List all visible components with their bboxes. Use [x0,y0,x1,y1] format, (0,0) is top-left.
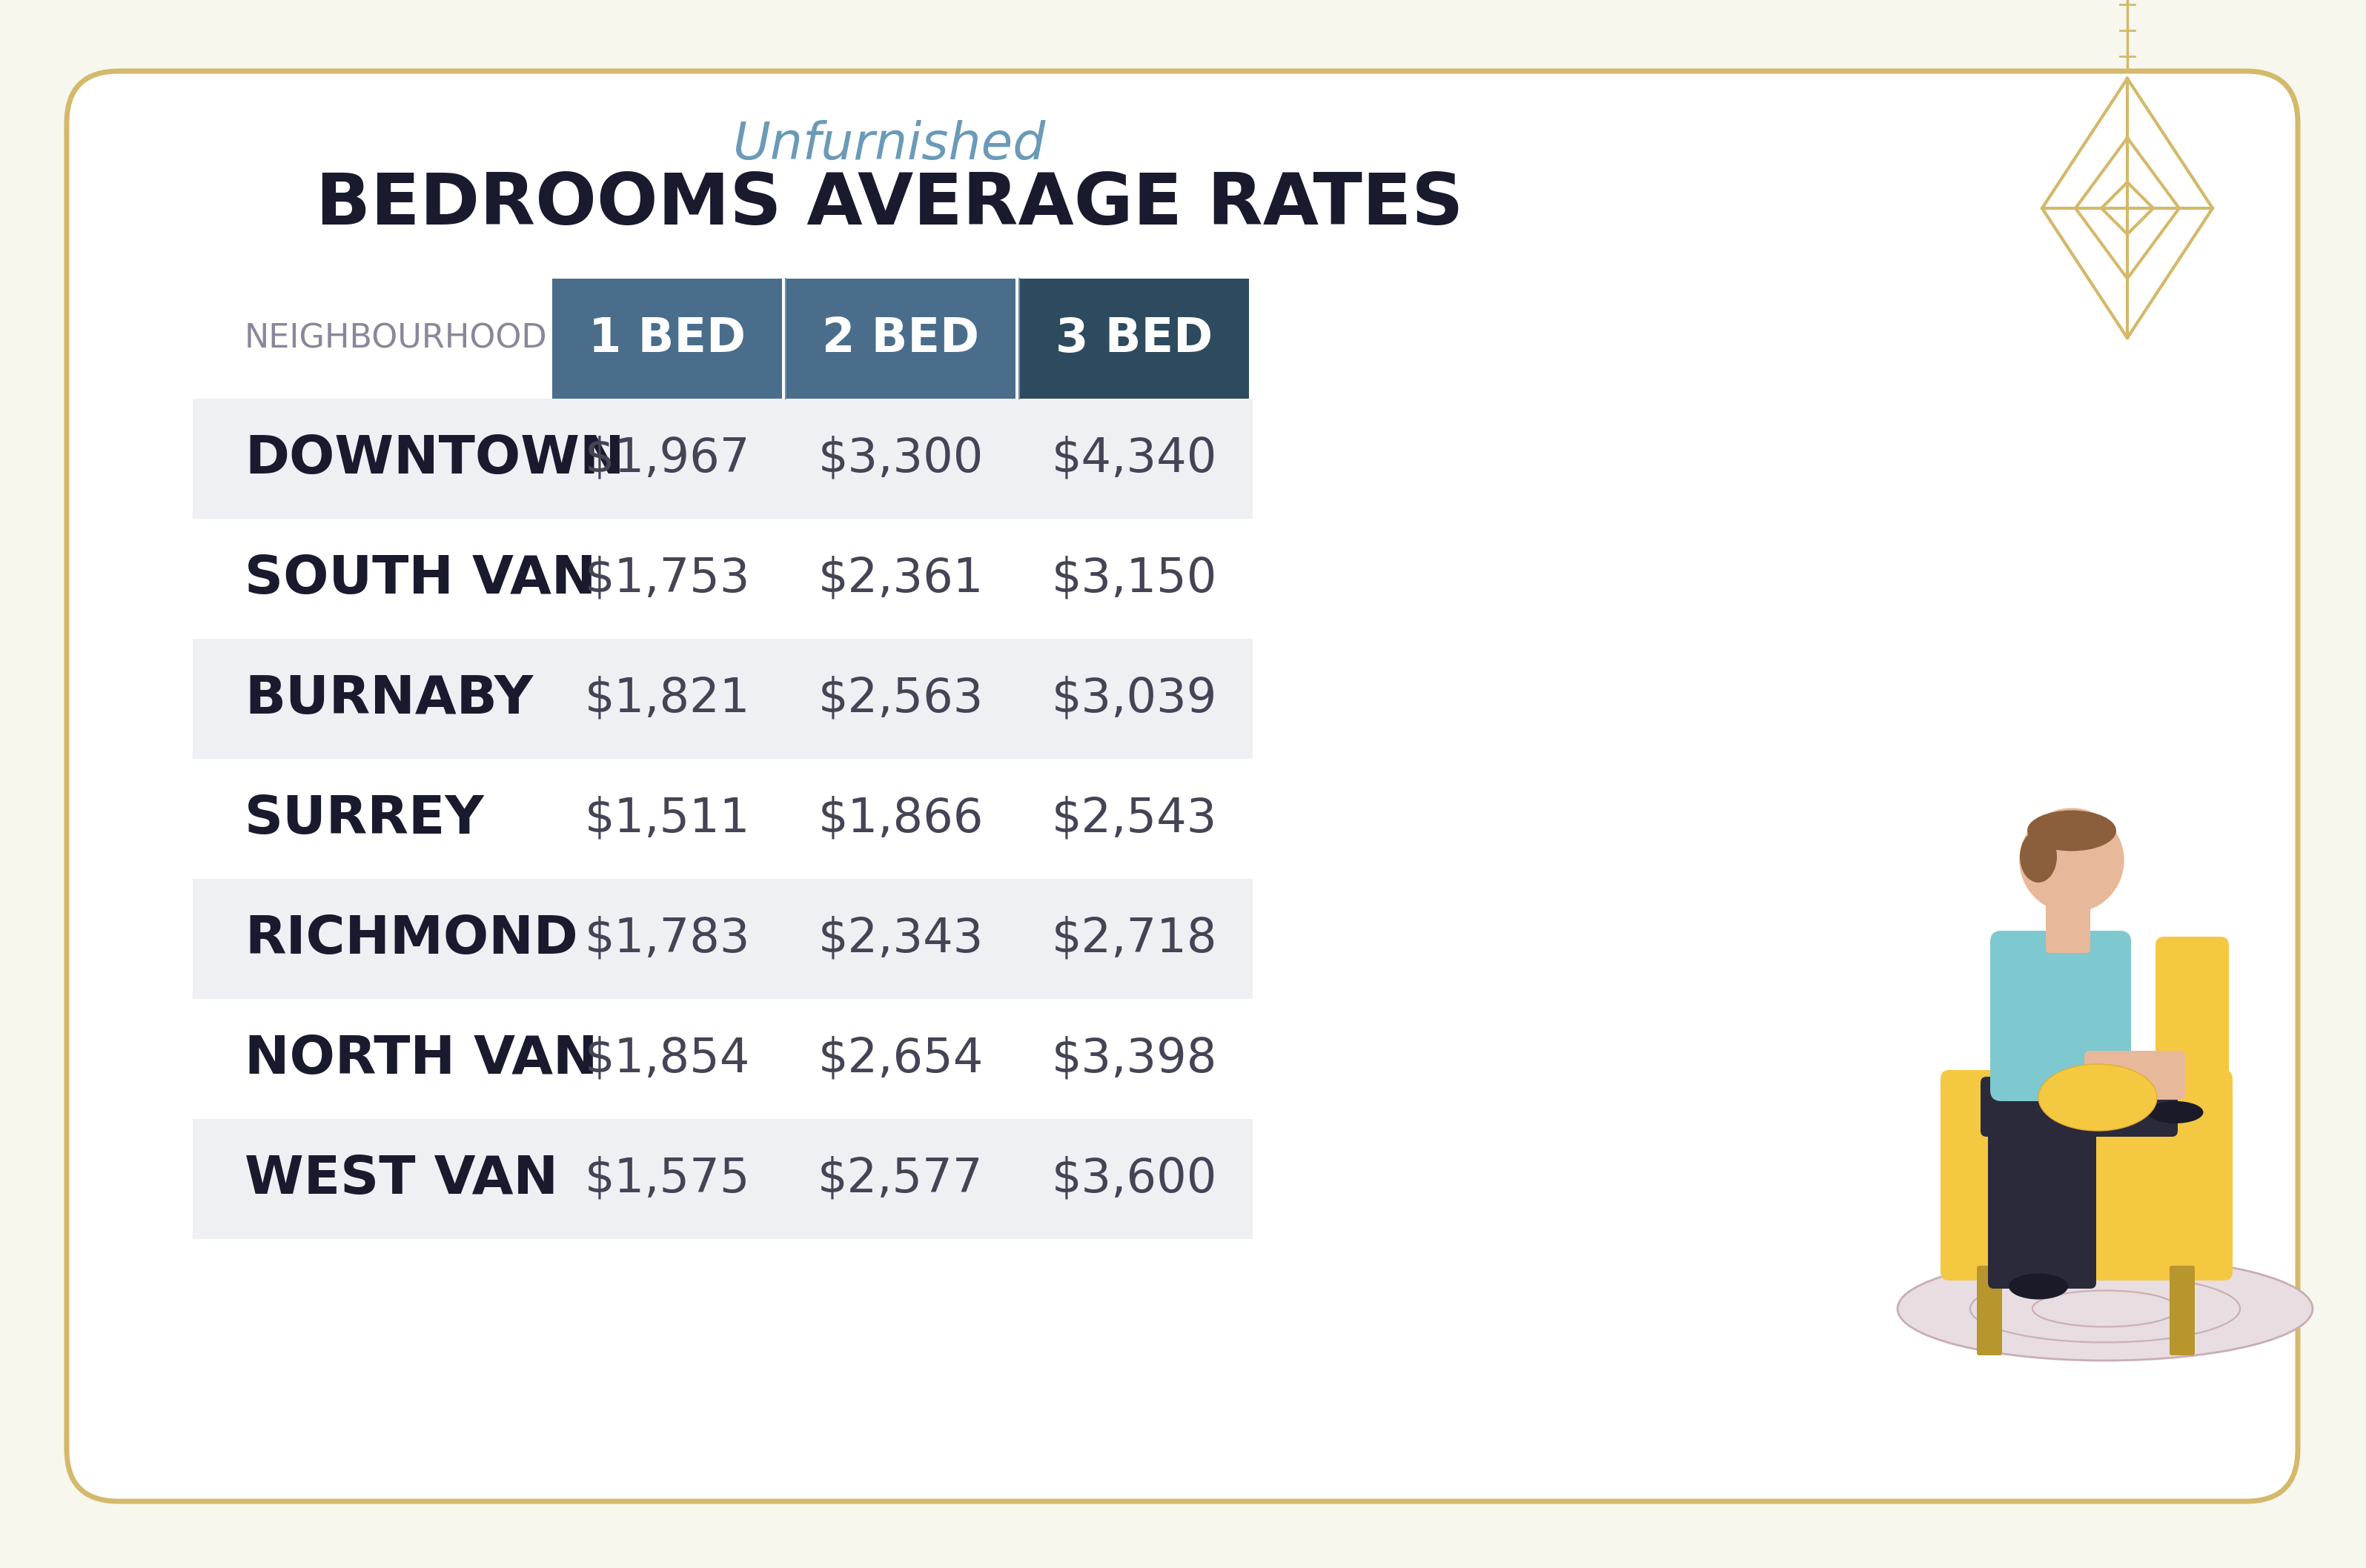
FancyBboxPatch shape [1020,279,1249,398]
FancyBboxPatch shape [1987,1121,2096,1289]
FancyBboxPatch shape [2084,1051,2186,1099]
Text: 3 BED: 3 BED [1055,315,1214,362]
FancyBboxPatch shape [1978,1265,2002,1355]
Ellipse shape [2039,1065,2158,1131]
Text: $3,150: $3,150 [1051,555,1216,602]
Ellipse shape [2148,1101,2203,1123]
FancyBboxPatch shape [192,878,1252,999]
Text: BEDROOMS AVERAGE RATES: BEDROOMS AVERAGE RATES [315,169,1462,238]
Text: 1 BED: 1 BED [589,315,745,362]
Text: 2 BED: 2 BED [821,315,980,362]
FancyBboxPatch shape [192,1120,1252,1239]
Text: NEIGHBOURHOOD: NEIGHBOURHOOD [244,323,547,354]
Ellipse shape [2021,831,2056,883]
Text: $1,854: $1,854 [584,1036,750,1082]
FancyBboxPatch shape [66,71,2297,1501]
Text: $2,718: $2,718 [1051,916,1216,961]
Text: $1,511: $1,511 [584,797,750,842]
Text: SOUTH VAN: SOUTH VAN [244,554,596,604]
Ellipse shape [2028,811,2115,851]
Text: $3,039: $3,039 [1051,676,1216,721]
FancyBboxPatch shape [551,279,783,398]
Ellipse shape [1898,1258,2312,1361]
FancyBboxPatch shape [192,638,1252,759]
FancyBboxPatch shape [1980,1077,2177,1137]
Text: Unfurnished: Unfurnished [733,121,1046,169]
Text: $1,967: $1,967 [584,436,750,481]
Text: $3,600: $3,600 [1051,1156,1216,1203]
Text: $3,300: $3,300 [819,436,984,481]
Circle shape [2021,809,2125,913]
Text: WEST VAN: WEST VAN [244,1154,558,1204]
Text: $1,575: $1,575 [584,1156,750,1203]
FancyBboxPatch shape [192,398,1252,519]
Text: $1,783: $1,783 [584,916,750,961]
Text: $1,753: $1,753 [584,555,750,602]
Text: $2,343: $2,343 [819,916,984,961]
Text: $3,398: $3,398 [1051,1036,1216,1082]
Text: BURNABY: BURNABY [244,673,532,724]
Text: $4,340: $4,340 [1051,436,1216,481]
Text: $2,577: $2,577 [819,1156,984,1203]
Text: SURREY: SURREY [244,793,485,845]
Text: $1,821: $1,821 [584,676,750,721]
Text: $2,654: $2,654 [819,1036,984,1082]
FancyBboxPatch shape [2155,936,2229,1281]
FancyBboxPatch shape [1940,1069,2234,1281]
Text: RICHMOND: RICHMOND [244,913,577,964]
FancyBboxPatch shape [1990,931,2132,1101]
Ellipse shape [2009,1273,2068,1300]
Text: $2,361: $2,361 [819,555,984,602]
Text: $2,563: $2,563 [819,676,984,721]
Text: DOWNTOWN: DOWNTOWN [244,433,625,485]
FancyBboxPatch shape [2047,902,2089,953]
FancyBboxPatch shape [786,279,1015,398]
FancyBboxPatch shape [192,999,1252,1120]
Text: $2,543: $2,543 [1051,797,1216,842]
FancyBboxPatch shape [2170,1265,2196,1355]
FancyBboxPatch shape [192,759,1252,878]
Text: NORTH VAN: NORTH VAN [244,1033,599,1085]
FancyBboxPatch shape [192,519,1252,638]
Text: $1,866: $1,866 [819,797,984,842]
